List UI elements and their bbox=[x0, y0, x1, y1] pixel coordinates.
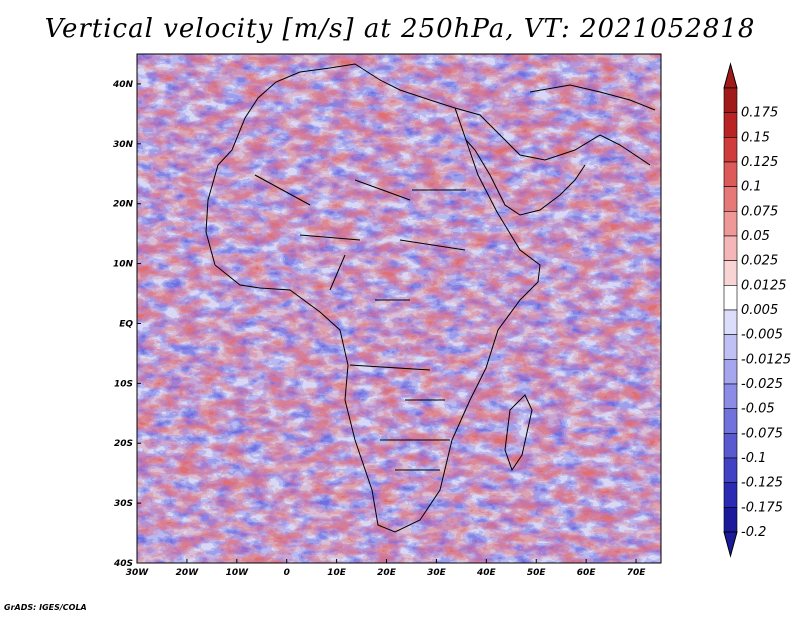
map-title: Vertical velocity [m/s] at 250hPa, VT: 2… bbox=[44, 14, 756, 44]
lat-tick-label: 10N bbox=[113, 260, 134, 270]
colorbar-label: 0.1 bbox=[741, 180, 762, 195]
colorbar-label: -0.175 bbox=[741, 500, 783, 515]
colorbar-top-arrow bbox=[723, 62, 738, 89]
colorbar-label: -0.0125 bbox=[741, 352, 791, 367]
colorbar-label: -0.005 bbox=[741, 328, 783, 343]
lon-tick-label: 30W bbox=[126, 568, 150, 578]
lat-tick-label: 10S bbox=[114, 379, 133, 389]
colorbar: 0.175 0.15 0.125 0.1 0.075 0.05 0.025 0.0125 0.0… bbox=[723, 62, 791, 558]
colorbar-swatch bbox=[723, 211, 738, 237]
velocity-field bbox=[137, 54, 661, 563]
colorbar-swatch bbox=[723, 235, 738, 261]
colorbar-swatch bbox=[723, 161, 738, 187]
colorbar-label: -0.125 bbox=[741, 476, 783, 491]
grads-credit: GrADS: IGES/COLA bbox=[4, 603, 87, 612]
colorbar-swatch bbox=[723, 112, 738, 138]
lat-tick-label: 40S bbox=[113, 559, 133, 569]
lon-tick-label: 60E bbox=[577, 568, 597, 578]
colorbar-swatch bbox=[723, 186, 738, 212]
coastlines bbox=[205, 63, 656, 533]
colorbar-label: -0.1 bbox=[741, 451, 766, 466]
map-frame-border bbox=[136, 53, 662, 564]
colorbar-label: -0.2 bbox=[741, 525, 766, 540]
latitude-axis: 40N 30N 20N 10N EQ 10S 20S 30S 40S bbox=[112, 80, 141, 569]
colorbar-swatch bbox=[723, 285, 738, 311]
colorbar-swatch bbox=[723, 309, 738, 335]
colorbar-label: 0.0125 bbox=[741, 278, 787, 293]
lon-tick-label: 10E bbox=[327, 568, 347, 578]
colorbar-label: -0.05 bbox=[741, 402, 775, 417]
colorbar-swatch bbox=[723, 137, 738, 163]
colorbar-label: 0.05 bbox=[741, 229, 770, 244]
colorbar-swatch bbox=[723, 334, 738, 360]
lon-tick-label: 0 bbox=[284, 568, 290, 578]
colorbar-swatch bbox=[723, 260, 738, 286]
colorbar-swatch bbox=[723, 408, 738, 434]
lon-tick-label: 20W bbox=[176, 568, 200, 578]
colorbar-swatch bbox=[723, 433, 738, 459]
colorbar-label: 0.075 bbox=[741, 204, 778, 219]
colorbar-label: -0.075 bbox=[741, 426, 783, 441]
colorbar-label: 0.15 bbox=[741, 130, 770, 145]
lon-tick-label: 50E bbox=[527, 568, 547, 578]
lat-tick-label: 20S bbox=[114, 439, 133, 449]
lat-tick-label: 30S bbox=[114, 499, 133, 509]
colorbar-label: -0.025 bbox=[741, 377, 783, 392]
colorbar-swatch bbox=[723, 482, 738, 508]
lat-tick-label: EQ bbox=[119, 319, 133, 329]
lon-tick-label: 70E bbox=[627, 568, 647, 578]
colorbar-label: 0.125 bbox=[741, 155, 778, 170]
colorbar-swatch bbox=[723, 383, 738, 409]
colorbar-swatch bbox=[723, 457, 738, 483]
colorbar-label: 0.025 bbox=[741, 254, 778, 269]
colorbar-swatch bbox=[723, 359, 738, 385]
colorbar-bottom-arrow bbox=[723, 531, 738, 558]
colorbar-label: 0.005 bbox=[741, 303, 778, 318]
colorbar-swatch bbox=[723, 507, 738, 533]
lat-tick-label: 20N bbox=[113, 200, 134, 210]
colorbar-label: 0.175 bbox=[741, 106, 778, 121]
longitude-axis: 30W 20W 10W 0 10E 20E 30E 40E 50E 60E 70E bbox=[126, 559, 646, 578]
lon-tick-label: 40E bbox=[476, 568, 497, 578]
lon-tick-label: 30E bbox=[427, 568, 447, 578]
lon-tick-label: 10W bbox=[226, 568, 250, 578]
colorbar-swatch bbox=[723, 87, 738, 113]
lat-tick-label: 40N bbox=[112, 80, 134, 90]
lat-tick-label: 30N bbox=[113, 140, 134, 150]
lon-tick-label: 20E bbox=[377, 568, 397, 578]
